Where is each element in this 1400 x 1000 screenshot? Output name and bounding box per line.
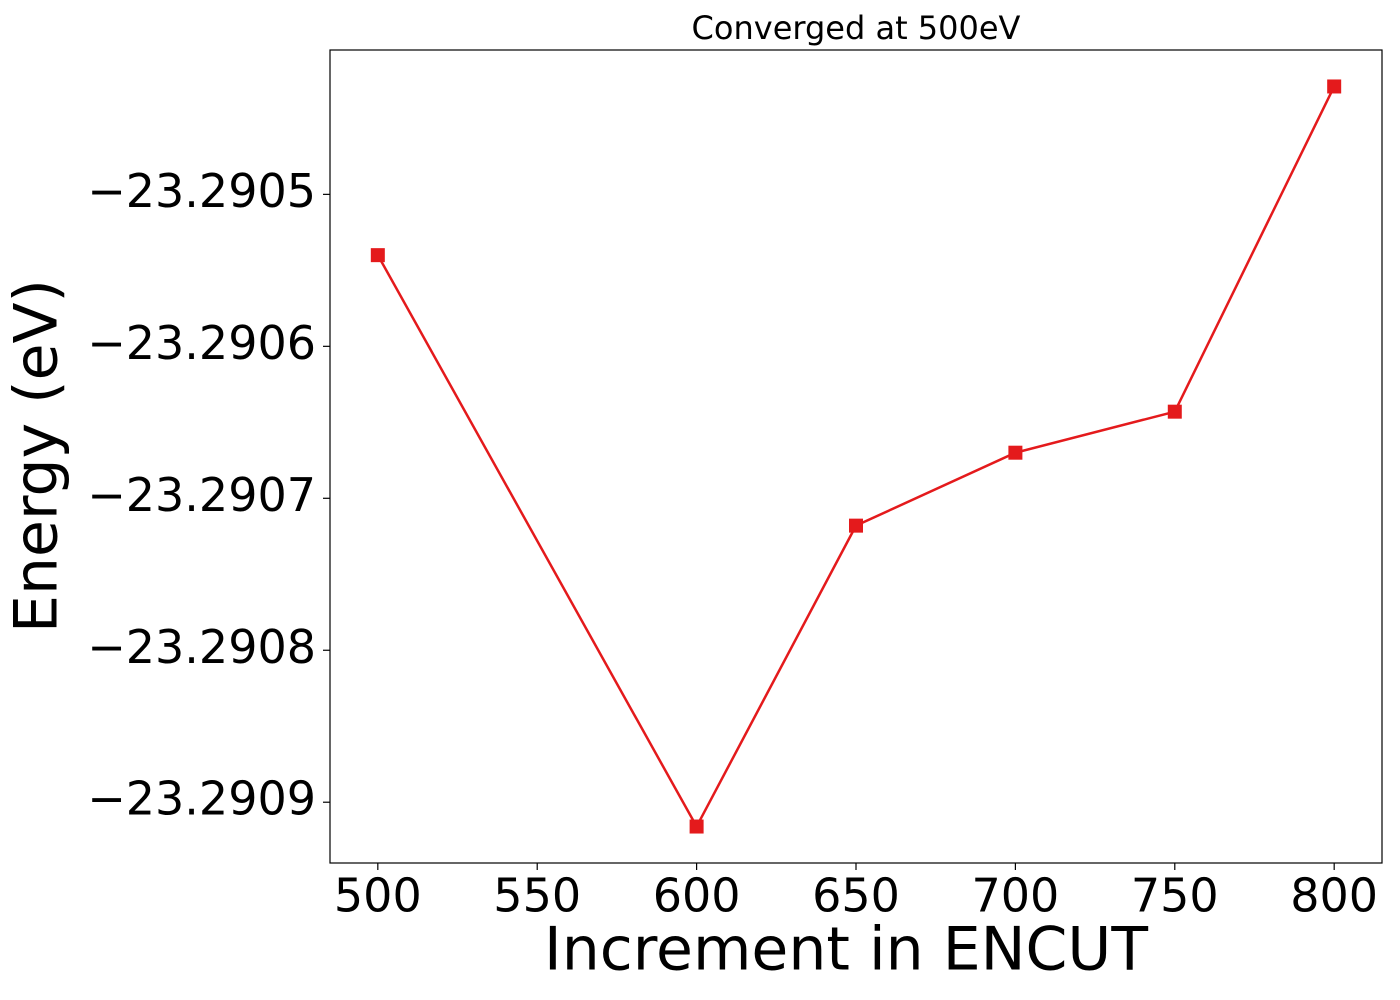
- x-axis-label: Increment in ENCUT: [544, 915, 1148, 985]
- data-marker: [689, 819, 704, 834]
- data-marker: [1327, 79, 1342, 94]
- data-marker: [370, 248, 385, 263]
- data-marker: [1008, 445, 1023, 460]
- data-line: [376, 85, 1336, 830]
- x-tick-label: 650: [812, 869, 900, 923]
- y-tick-label: −23.2906: [87, 316, 316, 370]
- y-tick-label: −23.2905: [87, 164, 316, 218]
- data-marker: [849, 518, 863, 533]
- x-tick-label: 550: [493, 869, 581, 923]
- x-tick-label: 800: [1290, 869, 1378, 923]
- x-tick-label: 600: [653, 869, 741, 923]
- chart-title: Converged at 500eV: [692, 9, 1021, 47]
- x-tick-label: 750: [1131, 869, 1219, 923]
- x-tick-label: 500: [334, 869, 422, 923]
- y-tick-label: −23.2909: [87, 772, 316, 826]
- y-axis-label: Energy (eV): [2, 279, 72, 633]
- y-tick-label: −23.2908: [87, 620, 316, 674]
- plot-frame: [329, 49, 1383, 864]
- x-tick-label: 700: [971, 869, 1059, 923]
- y-tick-label: −23.2907: [87, 468, 316, 522]
- data-marker: [1167, 404, 1182, 419]
